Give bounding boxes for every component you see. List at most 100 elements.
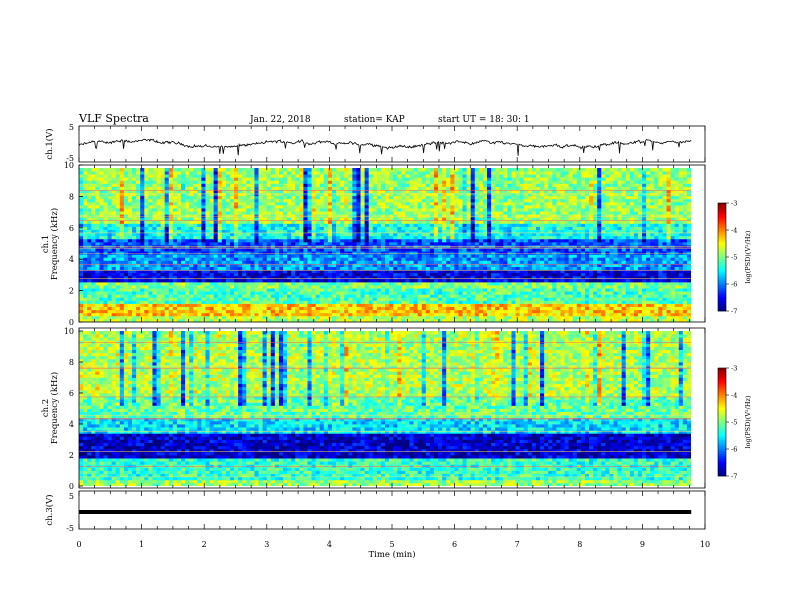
ch1-spec-ytick-label: 8	[69, 192, 74, 201]
ch2-colorbar-cell	[718, 396, 726, 399]
ch1-colorbar-cell	[718, 219, 726, 222]
ch1-colorbar-cell	[718, 264, 726, 267]
ch1-colorbar-cell	[718, 293, 726, 296]
ch2-colorbar-cell	[718, 378, 726, 381]
ch1-colorbar-cell	[718, 269, 726, 272]
ch1-trace-panel: 5 -5 ch.1(V)	[44, 123, 706, 163]
ch2-colorbar-cell	[718, 459, 726, 462]
ch2-colorbar-tick: -6	[731, 446, 737, 454]
ch1-colorbar-cell	[718, 222, 726, 225]
ch2-colorbar-cell	[718, 413, 726, 416]
ch2-colorbar-tick: -3	[731, 365, 737, 373]
ch2-colorbar-cell	[718, 445, 726, 448]
ch1-colorbar-cell	[718, 267, 726, 270]
ch2-colorbar-tick: -4	[731, 392, 737, 400]
ch1-ytick-top: 5	[69, 123, 74, 132]
ch1-colorbar-cell	[718, 300, 726, 303]
ch1-colorbar-cell	[718, 242, 726, 245]
header-start-time: start UT = 18: 30: 1	[438, 115, 530, 125]
ch1-colorbar-cell	[718, 230, 726, 233]
ch2-colorbar-tick: -7	[731, 473, 737, 481]
ch2-spec-ytick-label: 4	[69, 420, 74, 429]
ch1-colorbar-cell	[718, 276, 726, 279]
ch2-colorbar-cell	[718, 386, 726, 389]
ch1-spectrogram-panel: ch.1 Frequency (kHz)	[41, 164, 706, 323]
ch1-colorbar-cell	[718, 228, 726, 231]
ch2-colorbar-cell	[718, 395, 726, 398]
x-tick-label: 5	[389, 540, 394, 549]
ch2-colorbar-cell	[718, 416, 726, 419]
ch2-colorbar-cell	[718, 452, 726, 455]
ch1-colorbar-cell	[718, 255, 726, 258]
ch1-spec-ylabel: ch.1	[41, 235, 51, 253]
ch2-colorbar-cell	[718, 407, 726, 410]
ch2-colorbar-cell	[718, 438, 726, 441]
ch2-colorbar-cell	[718, 443, 726, 446]
ch1-colorbar-cell	[718, 206, 726, 209]
ch1-colorbar-cell	[718, 257, 726, 260]
ch1-colorbar-cell	[718, 262, 726, 265]
ch1-spec-ytick-label: 2	[69, 287, 74, 296]
ch1-colorbar-cell	[718, 235, 726, 238]
ch1-colorbar-tick: -3	[731, 200, 737, 208]
ch2-colorbar-cell	[718, 425, 726, 428]
x-tick-label: 1	[139, 540, 144, 549]
ch2-colorbar-cell	[718, 384, 726, 387]
ch2-colorbar-cell	[718, 420, 726, 423]
ch1-colorbar-cell	[718, 278, 726, 281]
ch2-colorbar-cell	[718, 402, 726, 405]
ch1-colorbar-tick: -7	[731, 308, 737, 316]
ch2-colorbar-cell	[718, 380, 726, 383]
ch2-colorbar-cell	[718, 393, 726, 396]
ch2-colorbar-cell	[718, 404, 726, 407]
ch2-colorbar-cell	[718, 441, 726, 444]
ch1-colorbar-cell	[718, 246, 726, 249]
ch1-spec-ytick-label: 4	[69, 255, 74, 264]
ch1-colorbar-cell	[718, 212, 726, 215]
ch2-colorbar-cell	[718, 465, 726, 468]
header-date: Jan. 22, 2018	[249, 115, 311, 125]
ch2-spectrogram-panel: ch.2 Frequency (kHz)	[41, 327, 706, 489]
ch2-colorbar-cell	[718, 458, 726, 461]
ch2-colorbar-tick: -5	[731, 419, 737, 427]
ch2-colorbar-cell	[718, 409, 726, 412]
x-axis-label: Time (min)	[368, 549, 415, 560]
ch1-colorbar-cell	[718, 226, 726, 229]
ch2-spec-ytick-label: 0	[69, 482, 74, 491]
ch1-colorbar-cell	[718, 305, 726, 308]
ch1-spec-ytick-label: 10	[64, 161, 74, 170]
ch1-colorbar-cell	[718, 275, 726, 278]
ch1-spectrogram-cells	[79, 168, 691, 322]
ch2-colorbar-cell	[718, 375, 726, 378]
x-tick-label: 10	[700, 540, 710, 549]
x-tick-label: 4	[327, 540, 332, 549]
ch2-colorbar-cell	[718, 371, 726, 374]
ch2-colorbar-cell	[718, 450, 726, 453]
ch2-colorbar-cell	[718, 472, 726, 475]
ch1-spec-ylabel-freq: Frequency (kHz)	[49, 208, 60, 280]
ch2-colorbar-cell	[718, 391, 726, 394]
ch1-colorbar-cell	[718, 303, 726, 306]
ch1-colorbar-cell	[718, 284, 726, 287]
ch2-colorbar-cell	[718, 400, 726, 403]
ch1-colorbar-cell	[718, 282, 726, 285]
x-tick-label: 6	[452, 540, 457, 549]
ch1-colorbar-tick: -5	[731, 254, 737, 262]
ch1-colorbar-tick: -6	[731, 281, 737, 289]
ch1-colorbar-cell	[718, 233, 726, 236]
x-tick-label: 2	[202, 540, 207, 549]
ch1-colorbar-cell	[718, 271, 726, 274]
ch1-colorbar-cell	[718, 249, 726, 252]
ch2-colorbar-cell	[718, 449, 726, 452]
ch2-colorbar-cell	[718, 447, 726, 450]
ch1-colorbar-cell	[718, 298, 726, 301]
ch1-colorbar-cell	[718, 239, 726, 242]
ch2-colorbar-cell	[718, 411, 726, 414]
ch1-ytick-bottom: -5	[66, 154, 74, 163]
ch2-spec-ytick-label: 2	[69, 451, 74, 460]
ch2-colorbar-cell	[718, 427, 726, 430]
ch2-colorbar: -3 -4 -5 -6 -7 log(PSD)(V²/Hz)	[717, 365, 752, 481]
ch2-colorbar-label: log(PSD)(V²/Hz)	[744, 395, 752, 448]
ch2-colorbar-cell	[718, 474, 726, 477]
ch2-colorbar-cell	[718, 456, 726, 459]
